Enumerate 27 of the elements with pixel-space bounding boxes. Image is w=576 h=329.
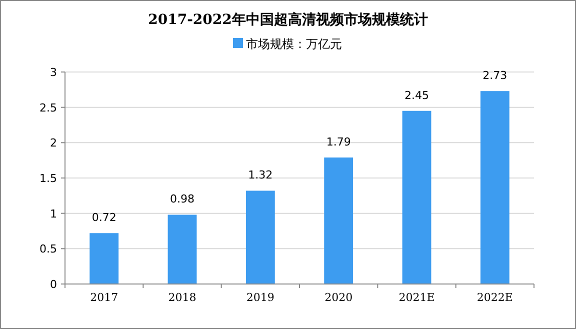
y-tick-label: 2.5 — [40, 101, 57, 114]
x-tick-label: 2022E — [476, 291, 513, 304]
data-label: 2.45 — [404, 88, 429, 102]
data-label: 2.73 — [482, 69, 508, 82]
x-tick-label: 2021E — [398, 291, 435, 304]
y-tick-label: 0.5 — [40, 242, 57, 256]
data-label: 0.98 — [170, 192, 194, 206]
y-tick-label: 1.5 — [40, 172, 57, 185]
bar — [168, 214, 197, 284]
x-tick-label: 2020 — [324, 291, 353, 304]
x-tick-label: 2018 — [168, 291, 196, 304]
y-tick-label: 0 — [50, 278, 57, 291]
bar — [480, 91, 510, 284]
chart-title: 2017-2022年中国超高清视频市场规模统计 — [148, 11, 428, 28]
data-label: 1.32 — [248, 168, 273, 182]
y-tick-label: 3 — [50, 66, 57, 79]
y-tick-label: 1 — [50, 207, 57, 220]
x-tick-label: 2017 — [90, 291, 118, 304]
y-tick-label: 2 — [50, 136, 57, 150]
bar — [246, 190, 275, 284]
data-label: 1.79 — [326, 136, 351, 149]
bar — [90, 233, 119, 284]
data-label: 0.72 — [92, 211, 116, 224]
x-tick-label: 2019 — [246, 291, 274, 304]
bar — [402, 110, 432, 284]
legend-label: 市场规模：万亿元 — [246, 37, 342, 51]
bar — [324, 158, 354, 284]
